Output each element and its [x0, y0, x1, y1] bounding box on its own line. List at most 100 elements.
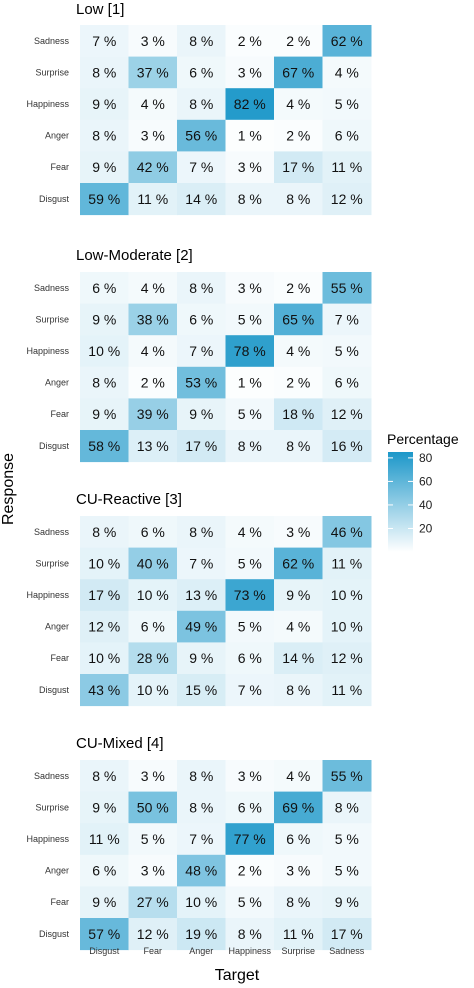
cell-value-label: 4 % [286, 768, 310, 784]
heatmap-cell [225, 918, 275, 951]
cell-value-label: 3 % [141, 33, 165, 49]
heatmap-cell [128, 854, 178, 887]
cell-value-label: 8 % [286, 682, 310, 698]
heatmap-cell [177, 674, 226, 707]
cell-value-label: 8 % [238, 926, 262, 942]
cell-value-label: 4 % [141, 280, 165, 296]
cell-value-label: 43 % [88, 682, 120, 698]
cell-value-label: 17 % [88, 587, 120, 603]
heatmap-cell [322, 547, 372, 580]
heatmap-cell [225, 303, 275, 336]
legend-tick-label: 60 [419, 474, 433, 488]
heatmap-cell [80, 366, 129, 399]
y-tick-label: Sadness [34, 36, 70, 46]
heatmap-cell [274, 610, 323, 643]
heatmap-cell [274, 430, 323, 463]
heatmap-cell [225, 25, 275, 58]
heatmap-cell [128, 579, 178, 612]
cell-value-label: 57 % [88, 926, 120, 942]
heatmap-cell [128, 642, 178, 675]
heatmap-cell [322, 335, 372, 368]
cell-value-label: 78 % [234, 343, 266, 359]
heatmap-cell [177, 25, 226, 58]
heatmap-cell [274, 760, 323, 793]
y-tick-label: Surprise [35, 558, 69, 568]
cell-value-label: 82 % [234, 96, 266, 112]
heatmap-cell [80, 398, 129, 431]
heatmap-cell [177, 547, 226, 580]
heatmap-cell [128, 610, 178, 643]
cell-value-label: 10 % [137, 682, 169, 698]
heatmap-cell [177, 430, 226, 463]
cell-value-label: 39 % [137, 406, 169, 422]
cell-value-label: 14 % [282, 650, 314, 666]
heatmap-cell [80, 791, 129, 824]
cell-value-label: 3 % [238, 64, 262, 80]
y-tick-label: Fear [50, 409, 69, 419]
cell-value-label: 10 % [185, 894, 217, 910]
cell-value-label: 9 % [92, 159, 116, 175]
cell-value-label: 6 % [238, 799, 262, 815]
cell-value-label: 9 % [189, 406, 213, 422]
cell-value-label: 4 % [141, 343, 165, 359]
cell-value-label: 2 % [238, 863, 262, 879]
cell-value-label: 48 % [185, 863, 217, 879]
cell-value-label: 9 % [92, 311, 116, 327]
cell-value-label: 8 % [238, 438, 262, 454]
y-tick-label: Sadness [34, 527, 70, 537]
cell-value-label: 8 % [92, 64, 116, 80]
heatmap-cell [80, 272, 129, 305]
cell-value-label: 11 % [331, 682, 362, 698]
heatmap-cell [274, 791, 323, 824]
heatmap-cell [225, 516, 275, 549]
cell-value-label: 4 % [141, 96, 165, 112]
cell-value-label: 8 % [92, 128, 116, 144]
heatmap-cell [80, 918, 129, 951]
cell-value-label: 77 % [234, 831, 266, 847]
heatmap-cell [128, 760, 178, 793]
heatmap-cell [128, 272, 178, 305]
heatmap-cell [225, 151, 275, 184]
heatmap-cell [322, 88, 372, 121]
heatmap-cell [322, 25, 372, 58]
heatmap-cell [322, 674, 372, 707]
y-tick-label: Fear [50, 897, 69, 907]
panel-title: CU-Reactive [3] [76, 491, 182, 508]
heatmap-cell [80, 183, 129, 216]
heatmap-cell [322, 398, 372, 431]
heatmap-cell [322, 56, 372, 89]
heatmap-cell [80, 854, 129, 887]
cell-value-label: 50 % [137, 799, 169, 815]
heatmap-cell [128, 791, 178, 824]
heatmap-cell [177, 272, 226, 305]
heatmap-cell [177, 303, 226, 336]
heatmap-cell [128, 151, 178, 184]
cell-value-label: 2 % [286, 375, 310, 391]
heatmap-cell [274, 335, 323, 368]
cell-value-label: 2 % [286, 280, 310, 296]
cell-value-label: 65 % [282, 311, 314, 327]
cell-value-label: 11 % [331, 555, 362, 571]
heatmap-cell [322, 366, 372, 399]
cell-value-label: 6 % [141, 619, 165, 635]
cell-value-label: 8 % [286, 191, 310, 207]
heatmap-cell [80, 119, 129, 152]
cell-value-label: 10 % [88, 343, 120, 359]
heatmap-cell [322, 610, 372, 643]
heatmap-cell [177, 791, 226, 824]
heatmap-cell [322, 642, 372, 675]
cell-value-label: 2 % [286, 33, 310, 49]
cell-value-label: 3 % [286, 524, 310, 540]
cell-value-label: 5 % [238, 406, 262, 422]
y-tick-label: Fear [50, 653, 69, 663]
heatmap-cell [177, 918, 226, 951]
heatmap-cell [128, 823, 178, 856]
cell-value-label: 12 % [137, 926, 169, 942]
cell-value-label: 9 % [92, 799, 116, 815]
cell-value-label: 42 % [137, 159, 169, 175]
cell-value-label: 17 % [331, 926, 363, 942]
cell-value-label: 6 % [335, 375, 359, 391]
y-tick-label: Anger [45, 622, 69, 632]
heatmap-cell [128, 366, 178, 399]
y-tick-label: Disgust [39, 441, 70, 451]
